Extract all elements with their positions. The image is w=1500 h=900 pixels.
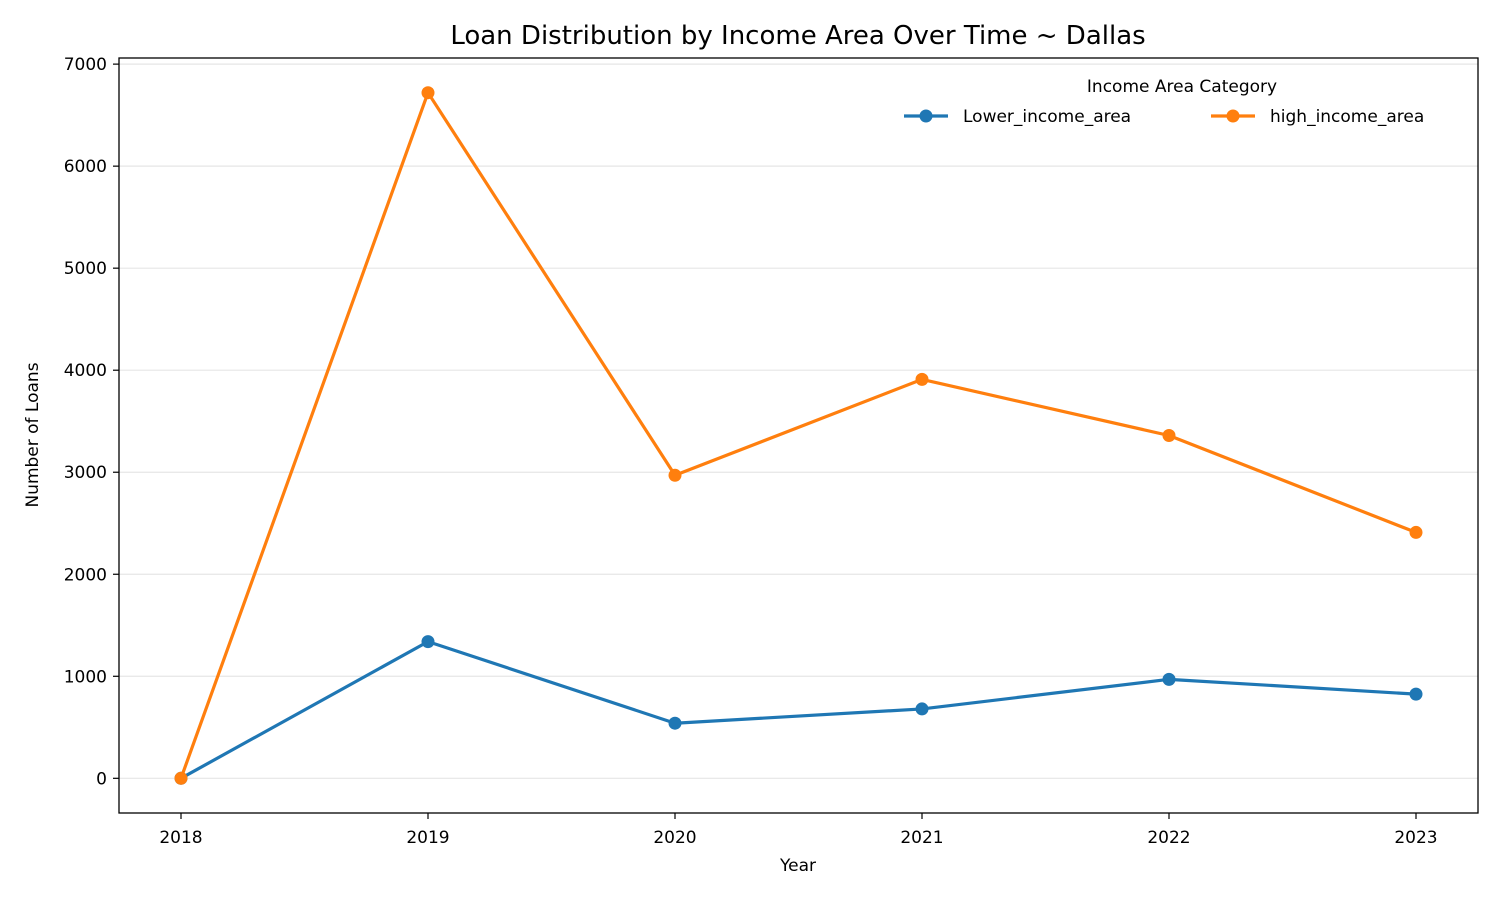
legend-swatch-marker: [1226, 109, 1240, 123]
legend-swatch-marker: [919, 109, 933, 123]
x-tick-label: 2019: [406, 828, 449, 848]
y-axis-label: Number of Loans: [23, 362, 43, 507]
legend-title: Income Area Category: [1087, 77, 1277, 97]
y-axis-ticks: 0 1000 2000 3000 4000 5000 6000 7000: [64, 55, 119, 789]
data-point-high_income_area-2018: [174, 771, 188, 785]
x-tick-label: 2023: [1394, 828, 1437, 848]
y-tick-label: 2000: [64, 565, 107, 585]
x-axis-ticks: 2018 2019 2020 2021 2022 2023: [159, 813, 1438, 848]
legend-label: Lower_income_area: [963, 107, 1131, 127]
series-line-Lower_income_area: [180, 639, 1417, 780]
data-point-Lower_income_area-2019: [421, 635, 435, 649]
y-tick-label: 0: [96, 769, 107, 789]
data-point-high_income_area-2019: [421, 86, 435, 100]
data-point-high_income_area-2021: [915, 372, 929, 386]
series-layer: [174, 86, 1423, 785]
legend-label: high_income_area: [1270, 107, 1424, 127]
data-point-high_income_area-2020: [668, 468, 682, 482]
x-tick-label: 2020: [653, 828, 696, 848]
y-tick-label: 4000: [64, 361, 107, 381]
plot-area-frame: [118, 57, 1479, 814]
grid-lines: [119, 63, 1478, 779]
x-axis-label: Year: [779, 856, 816, 876]
series-high_income_area: [174, 86, 1423, 785]
x-tick-label: 2018: [159, 828, 202, 848]
chart-title: Loan Distribution by Income Area Over Ti…: [450, 21, 1145, 51]
x-tick-label: 2021: [900, 828, 943, 848]
data-point-high_income_area-2023: [1409, 525, 1423, 539]
y-tick-label: 7000: [64, 55, 107, 75]
data-point-Lower_income_area-2023: [1409, 687, 1423, 701]
series-Lower_income_area: [174, 635, 1423, 785]
data-point-Lower_income_area-2020: [668, 716, 682, 730]
data-point-Lower_income_area-2021: [915, 702, 929, 716]
data-point-high_income_area-2022: [1162, 429, 1176, 442]
y-tick-label: 5000: [64, 259, 107, 279]
y-tick-label: 6000: [64, 157, 107, 177]
data-point-Lower_income_area-2022: [1162, 672, 1176, 686]
x-tick-label: 2022: [1147, 828, 1190, 848]
series-line-high_income_area: [179, 91, 1417, 779]
y-tick-label: 3000: [64, 463, 107, 483]
y-tick-label: 1000: [64, 667, 107, 687]
legend: Income Area Category Lower_income_area hi…: [904, 77, 1424, 127]
